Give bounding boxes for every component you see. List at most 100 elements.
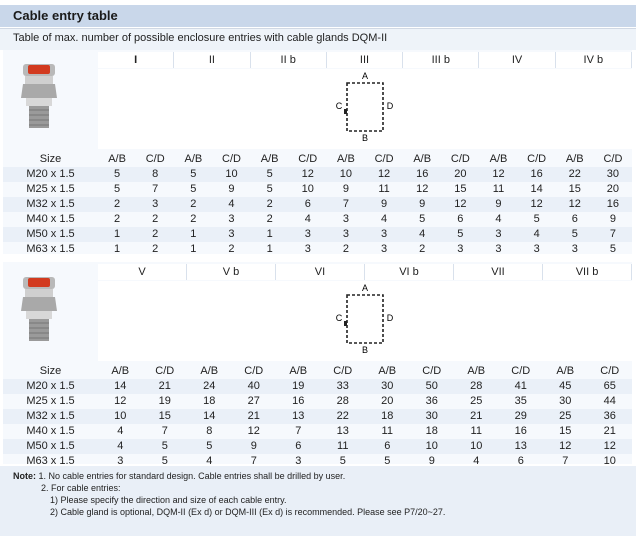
table-cell: 9	[228, 183, 235, 195]
table-cell: 1	[190, 243, 197, 255]
table-cell: 30	[606, 168, 620, 180]
table-cell: 5	[609, 243, 616, 255]
zone-header: V b	[187, 264, 276, 280]
table-cell: 5	[384, 455, 391, 467]
table-cell: 2	[152, 243, 159, 255]
table-cell: 12	[568, 198, 581, 210]
table-cell: 2	[152, 213, 159, 225]
table-cell: 20	[454, 168, 467, 180]
table-cell: 4	[473, 455, 480, 467]
table-cell: 5	[419, 213, 426, 225]
table-cell: 21	[247, 410, 260, 422]
table-cell: 5	[571, 228, 578, 240]
table-cell: 10	[470, 440, 483, 452]
table-cell: 9	[495, 198, 502, 210]
table-cell: 4	[228, 198, 235, 210]
table-cell: 41	[514, 380, 527, 392]
enclosure-diagram: A C D B	[336, 283, 394, 355]
size-cell: M50 x 1.5	[26, 440, 75, 452]
table-cell: 12	[530, 198, 543, 210]
table-cell: 2	[152, 228, 159, 240]
table-cell: 25	[559, 410, 572, 422]
note-2: 2. For cable entries:	[41, 483, 121, 493]
sub-column-header: A/B	[467, 365, 486, 377]
table-cell: 12	[377, 168, 391, 180]
table-cell: 3	[495, 243, 502, 255]
table-cell: 5	[114, 168, 121, 180]
table-cell: 3	[342, 228, 349, 240]
table-cell: 3	[342, 213, 349, 225]
sub-column-header: A/B	[337, 153, 355, 165]
table-cell: 3	[381, 228, 388, 240]
table-cell: 4	[381, 213, 388, 225]
table-cell: 2	[114, 213, 121, 225]
table-cell: 14	[530, 183, 543, 195]
table-cell: 36	[425, 395, 438, 407]
table-cell: 45	[559, 380, 572, 392]
sub-column-header: A/B	[413, 153, 432, 165]
table-cell: 44	[603, 395, 616, 407]
table-cell: 12	[114, 395, 127, 407]
table-cell: 18	[203, 395, 216, 407]
size-cell: M20 x 1.5	[26, 380, 75, 392]
table-cell: 9	[428, 455, 435, 467]
table-cell: 21	[158, 380, 171, 392]
sub-column-header: C/D	[422, 365, 442, 377]
table-cell: 6	[457, 213, 464, 225]
sub-column-header: C/D	[450, 153, 470, 165]
table-cell: 30	[425, 410, 438, 422]
table-cell: 3	[304, 228, 311, 240]
table-cell: 2	[266, 198, 273, 210]
table-cell: 11	[492, 183, 505, 195]
table-cell: 20	[381, 395, 394, 407]
sub-column-header: A/B	[111, 365, 130, 377]
note-1: 1. No cable entries for standard design.…	[38, 471, 346, 481]
table-cell: 4	[117, 425, 124, 437]
size-cell: M63 x 1.5	[26, 243, 75, 255]
size-header: Size	[39, 153, 62, 165]
table-cell: 5	[161, 455, 168, 467]
table-cell: 16	[514, 425, 527, 437]
diagram-label-right: D	[387, 313, 394, 323]
table-cell: 12	[603, 440, 616, 452]
table-cell: 2	[190, 213, 197, 225]
row-stripe	[3, 166, 632, 182]
table-cell: 13	[336, 425, 349, 437]
table-cell: 1	[266, 228, 273, 240]
diagram-label-left: C	[336, 101, 343, 111]
table-cell: 3	[295, 455, 302, 467]
table-cell: 13	[514, 440, 527, 452]
table-cell: 12	[454, 198, 467, 210]
table-cell: 9	[250, 440, 257, 452]
table-cell: 7	[295, 425, 302, 437]
cable-entry-table-1: I II II b III III b IV IV b A C D B Size A/B C/D…	[3, 50, 632, 255]
table-cell: 24	[203, 380, 216, 392]
table-cell: 30	[559, 395, 572, 407]
size-cell: M40 x 1.5	[26, 213, 75, 225]
zone-header: III b	[403, 52, 480, 68]
sub-column-header: C/D	[603, 153, 623, 165]
diagram-label-bottom: B	[362, 133, 368, 143]
table-cell: 9	[381, 198, 388, 210]
table-cell: 6	[517, 455, 524, 467]
table-cell: 18	[381, 410, 394, 422]
sub-column-header: C/D	[333, 365, 353, 377]
zone-header: IV	[479, 52, 556, 68]
table-cell: 5	[190, 168, 197, 180]
table-cell: 1	[114, 243, 121, 255]
diagram-label-right: D	[387, 101, 394, 111]
table-cell: 28	[470, 380, 483, 392]
row-stripe	[3, 408, 632, 424]
sub-column-header: C/D	[511, 365, 531, 377]
table-cell: 3	[117, 455, 124, 467]
table-cell: 12	[416, 183, 429, 195]
table-cell: 16	[606, 198, 620, 210]
table-cell: 11	[337, 440, 349, 452]
sub-column-header: A/B	[184, 153, 203, 165]
sub-column-header: C/D	[155, 365, 175, 377]
table-cell: 3	[381, 243, 388, 255]
size-cell: M32 x 1.5	[26, 410, 75, 422]
table-cell: 5	[457, 228, 464, 240]
row-stripe	[3, 378, 632, 394]
table-cell: 11	[470, 425, 482, 437]
